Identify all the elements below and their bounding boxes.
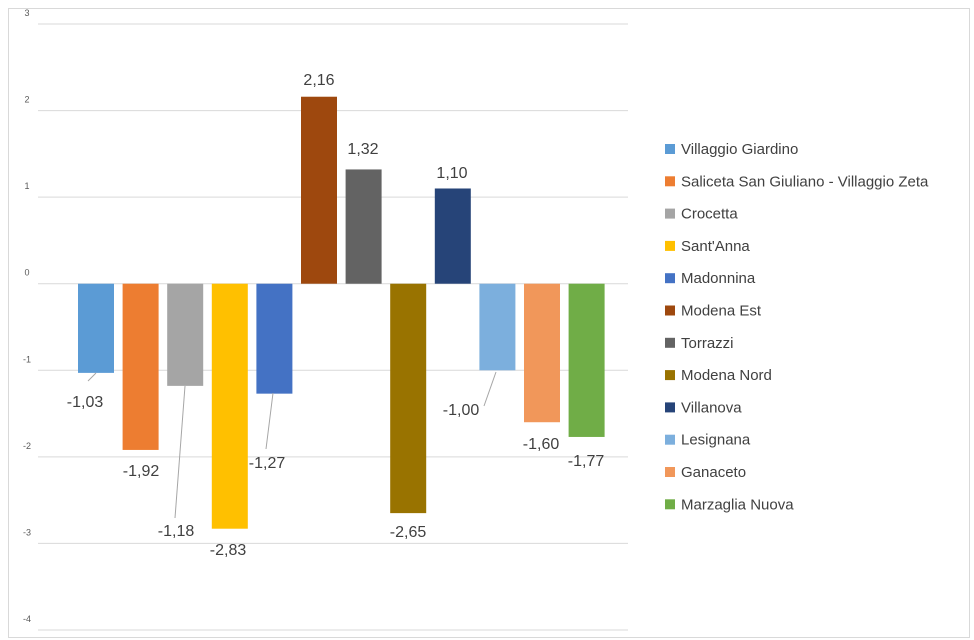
leader-line-4 [265, 392, 274, 450]
legend-label-5: Modena Est [681, 303, 762, 320]
bar-10 [524, 283, 560, 423]
data-label-8: 1,10 [436, 165, 467, 182]
y-tick-label: 0 [24, 268, 29, 278]
legend-label-0: Villaggio Giardino [681, 141, 798, 158]
data-label-11: -1,77 [568, 453, 605, 470]
legend-swatch-7 [665, 370, 675, 381]
chart-frame [8, 8, 970, 638]
legend-label-2: Crocetta [681, 206, 738, 223]
legend-label-11: Marzaglia Nuova [681, 496, 794, 513]
legend-label-1: Saliceta San Giuliano - Villaggio Zeta [681, 173, 929, 190]
legend-swatch-9 [665, 434, 675, 445]
legend-swatch-4 [665, 273, 675, 284]
bar-5 [301, 96, 337, 284]
bar-1 [122, 283, 159, 450]
y-tick-label: 2 [24, 95, 29, 105]
leader-lines [87, 371, 497, 519]
bar-2 [167, 283, 204, 386]
bar-3 [211, 283, 248, 529]
data-label-10: -1,60 [523, 436, 560, 453]
bar-0 [78, 283, 114, 373]
legend-label-10: Ganaceto [681, 464, 746, 481]
legend-label-7: Modena Nord [681, 367, 772, 384]
legend-swatch-6 [665, 337, 675, 348]
bar-8 [434, 188, 471, 284]
legend-label-9: Lesignana [681, 432, 751, 449]
bars [78, 96, 605, 529]
legend-label-4: Madonnina [681, 270, 756, 287]
legend-label-6: Torrazzi [681, 335, 734, 352]
bar-6 [345, 169, 382, 284]
data-label-4: -1,27 [249, 455, 286, 472]
leader-line-0 [87, 372, 97, 382]
data-label-9: -1,00 [443, 402, 480, 419]
legend-swatch-0 [665, 144, 675, 154]
data-labels: -1,03 -1,92 -1,18 -2,83 -1,27 2,16 1,32 -2,65 1,… [67, 72, 605, 559]
y-tick-label: -4 [23, 614, 31, 624]
data-label-0: -1,03 [67, 394, 104, 411]
y-tick-label: 1 [24, 181, 29, 191]
bar-4 [256, 283, 293, 394]
legend-label-8: Villanova [681, 399, 742, 416]
legend-label-3: Sant'Anna [681, 238, 750, 255]
legend-swatch-2 [665, 208, 675, 219]
data-label-3: -2,83 [210, 542, 247, 559]
data-label-6: 1,32 [347, 141, 378, 158]
legend-swatch-11 [665, 499, 675, 510]
legend-swatch-3 [665, 240, 675, 251]
legend-swatch-8 [665, 402, 675, 413]
bar-7 [390, 283, 427, 514]
y-tick-label: -1 [23, 354, 31, 364]
data-label-1: -1,92 [123, 463, 160, 480]
y-axis-ticks: 3 2 1 0 -1 -2 -3 -4 [23, 8, 31, 624]
legend-swatch-5 [665, 305, 675, 316]
leader-line-2 [174, 385, 186, 519]
legend-swatch-10 [665, 467, 675, 477]
y-tick-label: -3 [23, 527, 31, 537]
leader-line-9 [483, 371, 497, 407]
data-label-2: -1,18 [158, 523, 195, 540]
bar-11 [568, 283, 605, 437]
data-label-7: -2,65 [390, 524, 427, 541]
y-tick-label: -2 [23, 441, 31, 451]
legend: Villaggio Giardino Saliceta San Giuliano … [665, 141, 929, 513]
bar-9 [479, 283, 516, 371]
legend-swatch-1 [665, 176, 675, 187]
y-tick-label: 3 [24, 8, 29, 18]
data-label-5: 2,16 [303, 72, 334, 89]
